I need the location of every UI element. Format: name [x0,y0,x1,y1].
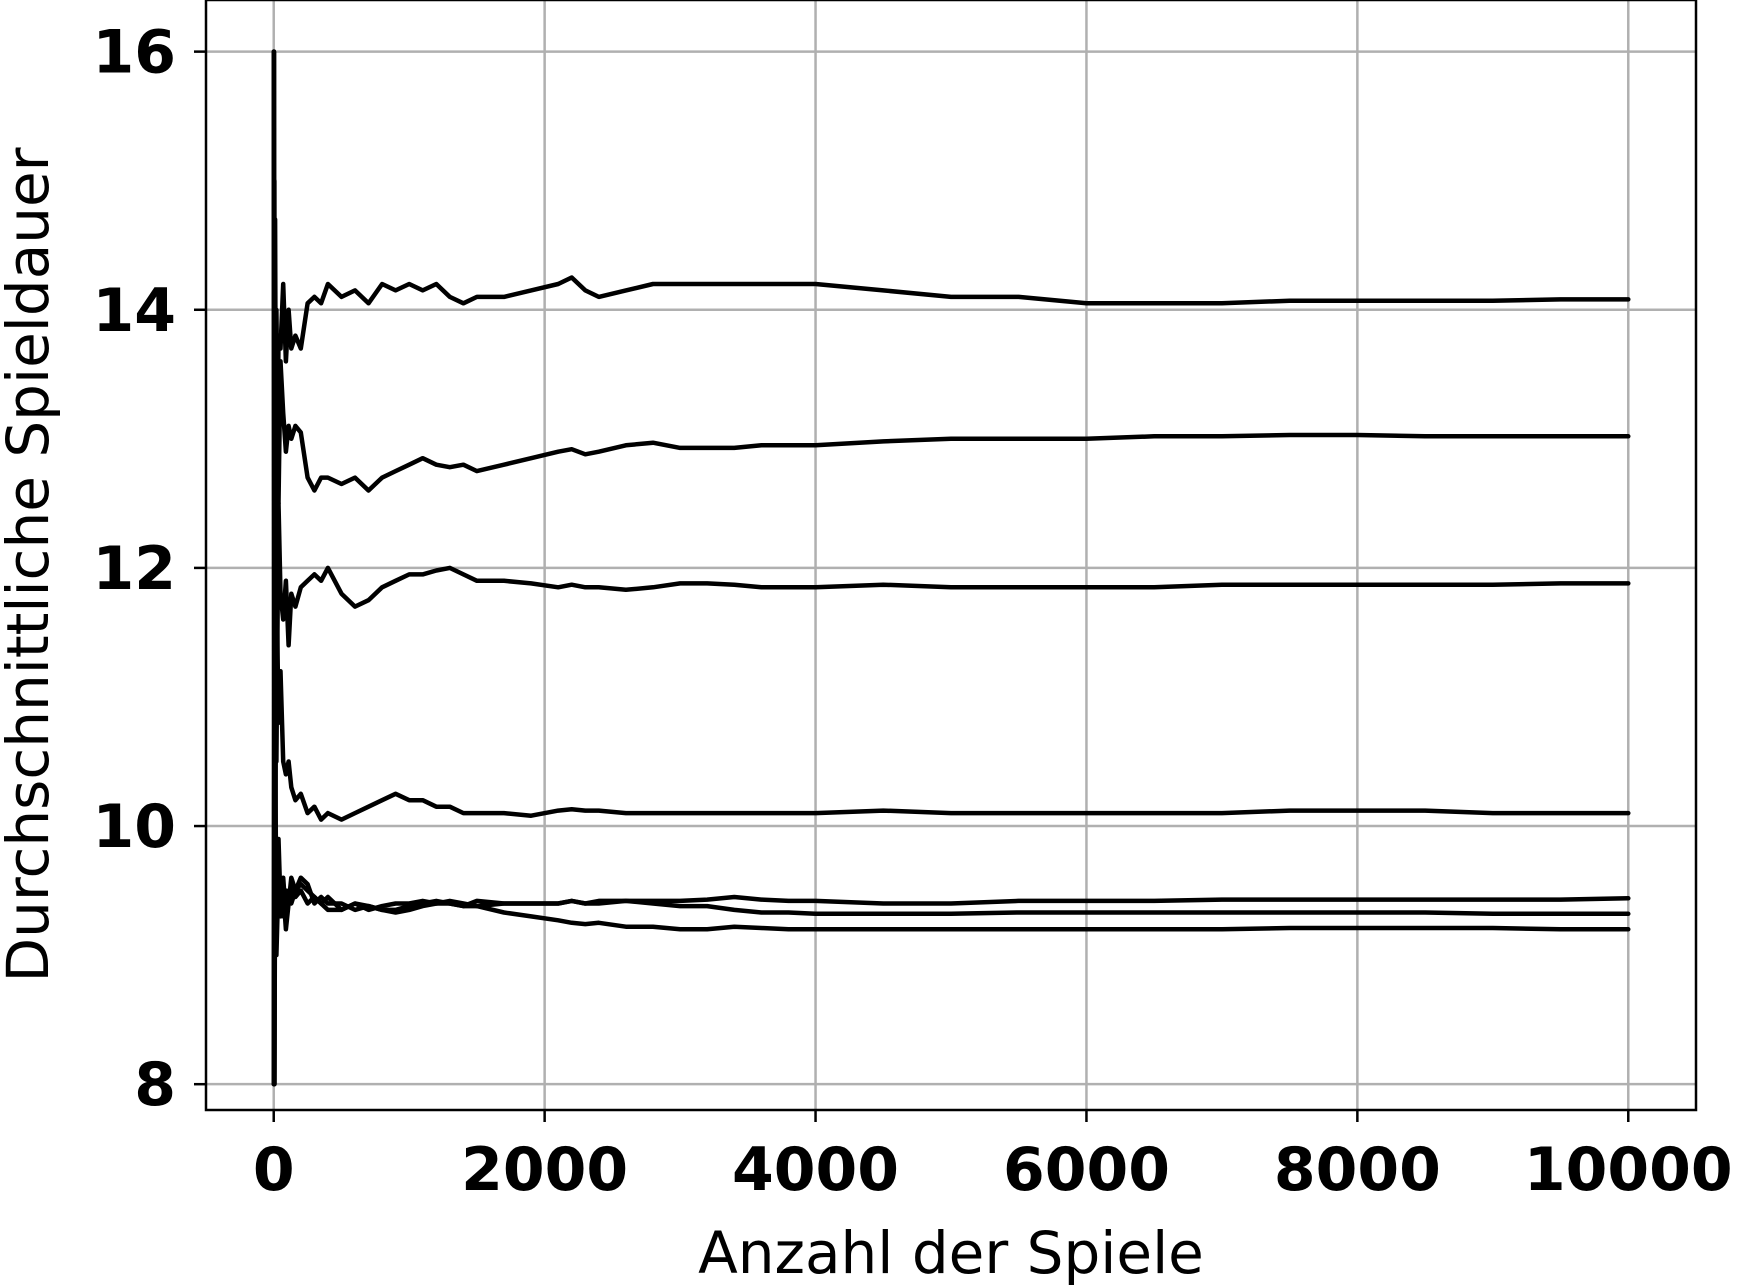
y-axis-ticks: 8 10 12 14 16 [93,18,206,1120]
x-tick-label-0: 0 [253,1135,295,1205]
x-tick-label-3: 6000 [1003,1135,1170,1205]
y-tick-label-2: 12 [93,534,177,604]
x-tick-label-2: 4000 [732,1135,899,1205]
plot-frame [204,0,1698,1112]
y-tick-label-4: 16 [93,18,177,88]
series-line-3 [271,49,1631,1087]
x-tick-label-1: 2000 [461,1135,628,1205]
series-line-6 [271,178,1631,1087]
series-line-7 [271,49,1631,1087]
x-axis-label: Anzahl der Spiele [698,1219,1204,1286]
series-line-4 [271,307,1631,1087]
x-tick-label-5: 10000 [1524,1135,1733,1205]
series-line-2 [271,307,1631,1087]
x-tick-label-4: 8000 [1274,1135,1441,1205]
y-tick-label-1: 10 [93,792,177,862]
x-axis-ticks: 0 2000 4000 6000 8000 10000 [253,1110,1733,1205]
series-line-1 [271,49,1631,958]
y-axis-label: Durchschnittliche Spieldauer [0,147,62,982]
series-lines [271,49,1631,1087]
grid [206,0,1696,1110]
y-tick-label-3: 14 [93,276,177,346]
y-tick-label-0: 8 [134,1050,176,1120]
